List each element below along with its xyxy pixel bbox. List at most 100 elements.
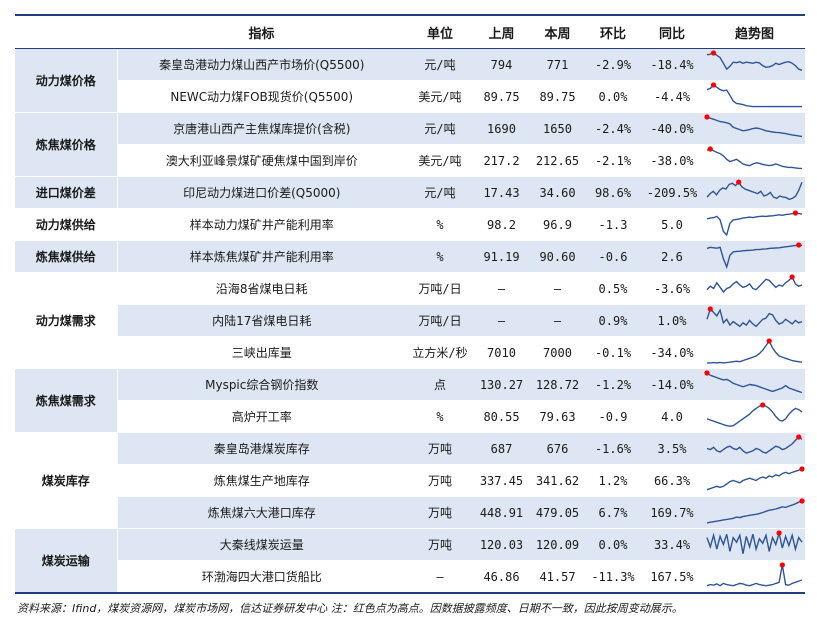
cell-last-week: 7010 [474,336,529,369]
cell-last-week: 687 [474,432,529,465]
cell-indicator: 炼焦煤六大港口库存 [117,496,406,529]
trend-sparkline [704,560,805,594]
cell-this-week: 41.57 [529,560,586,594]
cell-wow: 6.7% [586,496,640,529]
cell-last-week: 89.75 [474,80,529,113]
cell-this-week: 90.60 [529,240,586,273]
trend-sparkline [704,528,805,561]
cell-wow: 0.5% [586,272,640,305]
table-row: 高炉开工率% 80.55 79.63 -0.9 4.0 [15,400,805,433]
cell-yoy: 66.3% [640,464,704,497]
cell-wow: -1.2% [586,368,640,401]
cell-indicator: Myspic综合钢价指数 [117,368,406,401]
cell-unit: 点 [406,368,474,401]
peak-dot [707,146,713,152]
cell-last-week: 120.03 [474,528,529,561]
header-yoy: 同比 [640,14,704,49]
category-label: 进口煤价差 [15,176,118,209]
cell-last-week: 1690 [474,112,529,145]
cell-unit: 元/吨 [406,48,474,81]
table-row: 煤炭运输 大秦线煤炭运量 万吨 120.03 120.09 0.0% 33.4% [15,528,805,594]
cell-indicator: 样本炼焦煤矿井产能利用率 [117,240,406,273]
cell-last-week: 17.43 [474,176,529,209]
trend-sparkline [704,464,805,497]
cell-unit: – [406,560,474,594]
cell-indicator: 样本动力煤矿井产能利用率 [117,208,406,241]
table-row: 三峡出库量 立方米/秒 7010 7000 -0.1% -34.0% [15,336,805,369]
cell-unit: % [406,208,474,241]
cell-this-week: 7000 [529,336,586,369]
cell-wow: 0.0% [586,80,640,113]
cell-wow: -0.6 [586,240,640,273]
header-this-week: 本周 [529,14,586,49]
cell-unit: 万吨/日 [406,304,474,337]
category-label: 煤炭库存 [15,432,118,529]
sparkline-path [706,148,803,170]
sparkline-path [706,52,803,71]
cell-wow: -0.1% [586,336,640,369]
sparkline-path [706,307,803,328]
cell-yoy: 5.0 [640,208,704,241]
cell-yoy: -3.6% [640,272,704,305]
cell-yoy: 2.6 [640,240,704,273]
peak-dot [796,434,802,440]
cell-last-week: 91.19 [474,240,529,273]
peak-dot [776,530,782,536]
sparkline-path [706,532,803,554]
sparkline-path [706,275,803,294]
cell-yoy: 169.7% [640,496,704,529]
cell-unit: 万吨 [406,528,474,561]
table-row: 澳大利亚峰景煤矿硬焦煤中国到岸价 美元/吨 217.2 212.65 -2.1% -38.… [15,144,805,177]
trend-sparkline [704,208,805,241]
cell-unit: % [406,400,474,433]
trend-sparkline [704,336,805,369]
cell-yoy: 33.4% [640,528,704,561]
sparkline-path [707,339,803,364]
sparkline-path [706,500,803,524]
category-label: 动力煤价格 [15,48,118,113]
trend-sparkline [704,176,805,209]
table-row: 炼焦煤六大港口库存 万吨 448.91 479.05 6.7% 169.7% [15,496,805,529]
cell-wow: 1.2% [586,464,640,497]
table-row: 炼焦煤供给 样本炼焦煤矿井产能利用率% 91.19 90.60 -0.6 2.6 [15,240,805,273]
header-last-week: 上周 [474,14,529,49]
cell-last-week: 130.27 [474,368,529,401]
category-label: 炼焦煤价格 [15,112,118,177]
cell-this-week: – [529,272,586,305]
sparkline-path [706,212,803,237]
peak-dot [710,82,717,88]
trend-sparkline [704,368,805,401]
cell-this-week: 676 [529,432,586,465]
cell-yoy: -14.0% [640,368,704,401]
cell-yoy: -40.0% [640,112,704,145]
peak-dot [704,114,710,120]
sparkline-path [706,436,803,454]
peak-dot [779,562,785,568]
table-row: 进口煤价差 印尼动力煤进口价差(Q5000) 元/吨 17.43 34.60 98.6% -… [15,176,805,209]
cell-indicator: 澳大利亚峰景煤矿硬焦煤中国到岸价 [117,144,406,177]
table-row: 炼焦煤价格 京唐港山西产主焦煤库提价(含税) 元/吨 1690 1650 -2.4% -40… [15,112,805,177]
cell-last-week: 46.86 [474,560,529,594]
cell-indicator: 京唐港山西产主焦煤库提价(含税) [117,112,406,145]
table-row: 动力煤价格 秦皇岛港动力煤山西产市场价(Q5500) 元/吨 794 771 -2.9% -… [15,48,805,113]
cell-indicator: 高炉开工率 [117,400,406,433]
table-row: 内陆17省煤电日耗 万吨/日 – –0.9% 1.0% [15,304,805,337]
cell-yoy: 1.0% [640,304,704,337]
table-header-row: 指标 单位 上周 本周 环比 同比 趋势图 [15,14,805,49]
cell-indicator: 秦皇岛港煤炭库存 [117,432,406,465]
header-wow: 环比 [586,14,640,49]
category-label: 炼焦煤需求 [15,368,118,433]
cell-unit: 万吨/日 [406,272,474,305]
sparkline-path [706,181,803,201]
cell-yoy: -4.4% [640,80,704,113]
cell-last-week: 337.45 [474,464,529,497]
cell-wow: -1.3 [586,208,640,241]
cell-this-week: 771 [529,48,586,81]
cell-last-week: – [474,272,529,305]
footnote: 资料来源：Ifind，煤炭资源网，煤炭市场网，信达证券研发中心 注：红色点为高点… [17,602,683,615]
trend-sparkline [704,432,805,465]
header-indicator: 指标 [117,14,406,49]
cell-yoy: 4.0 [640,400,704,433]
trend-sparkline [704,144,805,177]
cell-wow: 98.6% [586,176,640,209]
